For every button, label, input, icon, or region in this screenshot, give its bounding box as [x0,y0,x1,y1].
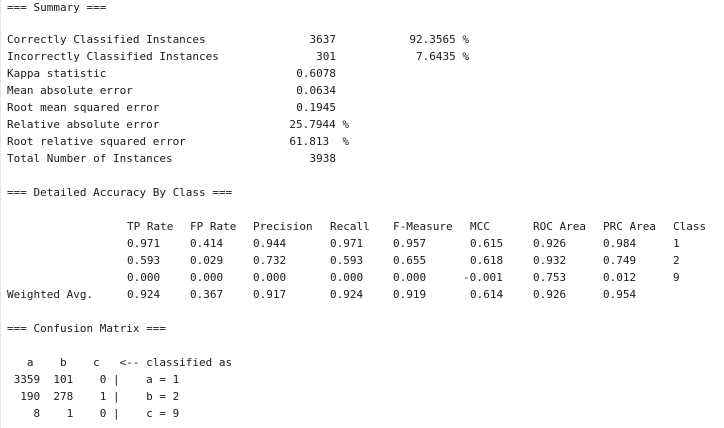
summary-label: Mean absolute error [7,84,133,97]
summary-label: Root mean squared error [7,101,160,114]
summary-value: 61.813 % [289,135,349,148]
accuracy-column-header: Recall [330,220,370,233]
summary-value: 0.0634 [296,84,336,97]
accuracy-cell: 0.614 [470,288,504,301]
accuracy-cell: 0.367 [190,288,224,301]
accuracy-cell: 0.615 [470,237,504,250]
accuracy-cell: 0.926 [533,288,567,301]
accuracy-cell: 0.749 [603,254,637,267]
confusion-header: === Confusion Matrix === [7,322,166,335]
accuracy-cell: 0.414 [190,237,224,250]
accuracy-cell: 0.971 [127,237,161,250]
accuracy-column-header: PRC Area [603,220,656,233]
accuracy-cell: 0.618 [470,254,504,267]
accuracy-cell: 0.732 [253,254,287,267]
summary-value: 3938 [309,152,337,165]
accuracy-row-label: Weighted Avg. [7,288,94,301]
summary-label: Relative absolute error [7,118,160,131]
accuracy-column-header: TP Rate [127,220,174,233]
accuracy-cell: 0.000 [393,271,427,284]
accuracy-cell: -0.001 [463,271,503,284]
summary-percent: 7.6435 % [416,50,469,63]
accuracy-column-header: Class [673,220,707,233]
accuracy-cell: 0.012 [603,271,637,284]
summary-percent: 92.3565 % [409,33,469,46]
accuracy-cell: 0.957 [393,237,427,250]
accuracy-column-header: FP Rate [190,220,237,233]
accuracy-column-header: MCC [470,220,490,233]
summary-value: 0.6078 [296,67,336,80]
accuracy-cell: 0.924 [127,288,161,301]
summary-header: === Summary === [7,1,107,14]
summary-label: Kappa statistic [7,67,107,80]
confusion-row: 190 278 1 | b = 2 [7,390,180,403]
accuracy-cell: 0.000 [127,271,161,284]
accuracy-cell: 0.655 [393,254,427,267]
accuracy-cell: 0.926 [533,237,567,250]
accuracy-cell: 2 [673,254,680,267]
accuracy-cell: 0.924 [330,288,364,301]
accuracy-cell: 0.029 [190,254,224,267]
accuracy-cell: 0.954 [603,288,637,301]
confusion-row: 3359 101 0 | a = 1 [7,373,180,386]
summary-label: Total Number of Instances [7,152,173,165]
accuracy-column-header: Precision [253,220,313,233]
accuracy-cell: 9 [673,271,680,284]
accuracy-cell: 0.593 [330,254,364,267]
accuracy-cell: 0.944 [253,237,287,250]
accuracy-cell: 0.753 [533,271,567,284]
accuracy-cell: 0.971 [330,237,364,250]
accuracy-cell: 0.917 [253,288,287,301]
summary-value: 25.7944 % [289,118,349,131]
summary-label: Incorrectly Classified Instances [7,50,219,63]
accuracy-column-header: F-Measure [393,220,453,233]
summary-value: 3637 [309,33,337,46]
accuracy-cell: 0.593 [127,254,161,267]
confusion-row: 8 1 0 | c = 9 [7,407,180,420]
summary-value: 0.1945 [296,101,336,114]
confusion-column-header: a b c <-- classified as [7,356,233,369]
accuracy-header: === Detailed Accuracy By Class === [7,186,233,199]
accuracy-cell: 0.000 [330,271,364,284]
accuracy-cell: 0.000 [253,271,287,284]
summary-value: 301 [316,50,336,63]
accuracy-cell: 0.000 [190,271,224,284]
summary-label: Root relative squared error [7,135,186,148]
accuracy-cell: 0.919 [393,288,427,301]
summary-label: Correctly Classified Instances [7,33,206,46]
accuracy-column-header: ROC Area [533,220,586,233]
accuracy-cell: 0.932 [533,254,567,267]
accuracy-cell: 0.984 [603,237,637,250]
accuracy-cell: 1 [673,237,680,250]
